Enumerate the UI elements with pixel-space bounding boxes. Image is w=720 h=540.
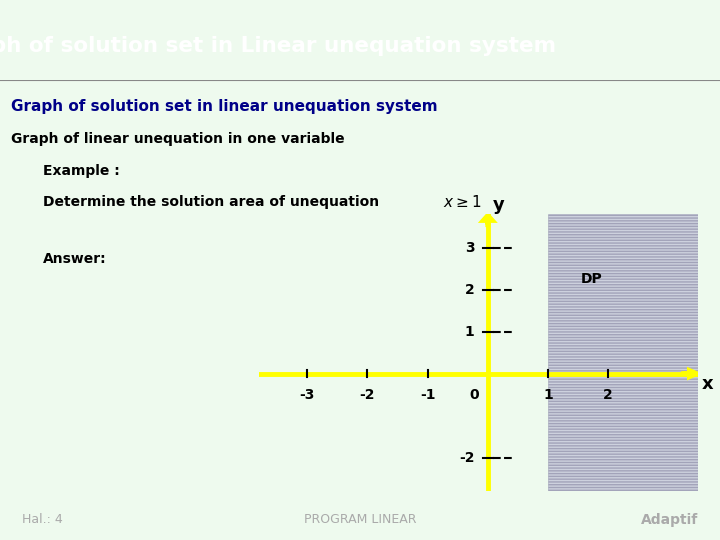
Text: -3: -3	[300, 388, 315, 402]
Text: PROGRAM LINEAR: PROGRAM LINEAR	[304, 513, 416, 526]
Text: -1: -1	[420, 388, 436, 402]
Text: 3: 3	[465, 241, 474, 255]
Text: Determine the solution area of unequation: Determine the solution area of unequatio…	[43, 195, 379, 210]
Text: 2: 2	[465, 283, 474, 296]
Polygon shape	[548, 214, 698, 491]
Text: Graph of linear unequation in one variable: Graph of linear unequation in one variab…	[11, 132, 344, 146]
Text: 2: 2	[603, 388, 613, 402]
Text: Graph of solution set in linear unequation system: Graph of solution set in linear unequati…	[11, 99, 438, 114]
Text: x: x	[701, 375, 713, 393]
Text: 1: 1	[543, 388, 553, 402]
FancyArrow shape	[683, 370, 696, 377]
Text: Hal.: 4: Hal.: 4	[22, 513, 63, 526]
FancyArrow shape	[483, 215, 492, 225]
Text: 0: 0	[469, 388, 480, 402]
Text: DP: DP	[581, 272, 603, 286]
Text: Graph of solution set in Linear unequation system: Graph of solution set in Linear unequati…	[0, 36, 556, 56]
Text: -2: -2	[360, 388, 375, 402]
Text: Example :: Example :	[43, 164, 120, 178]
Text: Answer:: Answer:	[43, 252, 107, 266]
Text: -2: -2	[459, 450, 474, 464]
Text: $x \geq 1$: $x \geq 1$	[443, 194, 481, 210]
Text: 1: 1	[465, 325, 474, 339]
Text: Adaptif: Adaptif	[641, 513, 698, 526]
Text: y: y	[492, 196, 505, 214]
